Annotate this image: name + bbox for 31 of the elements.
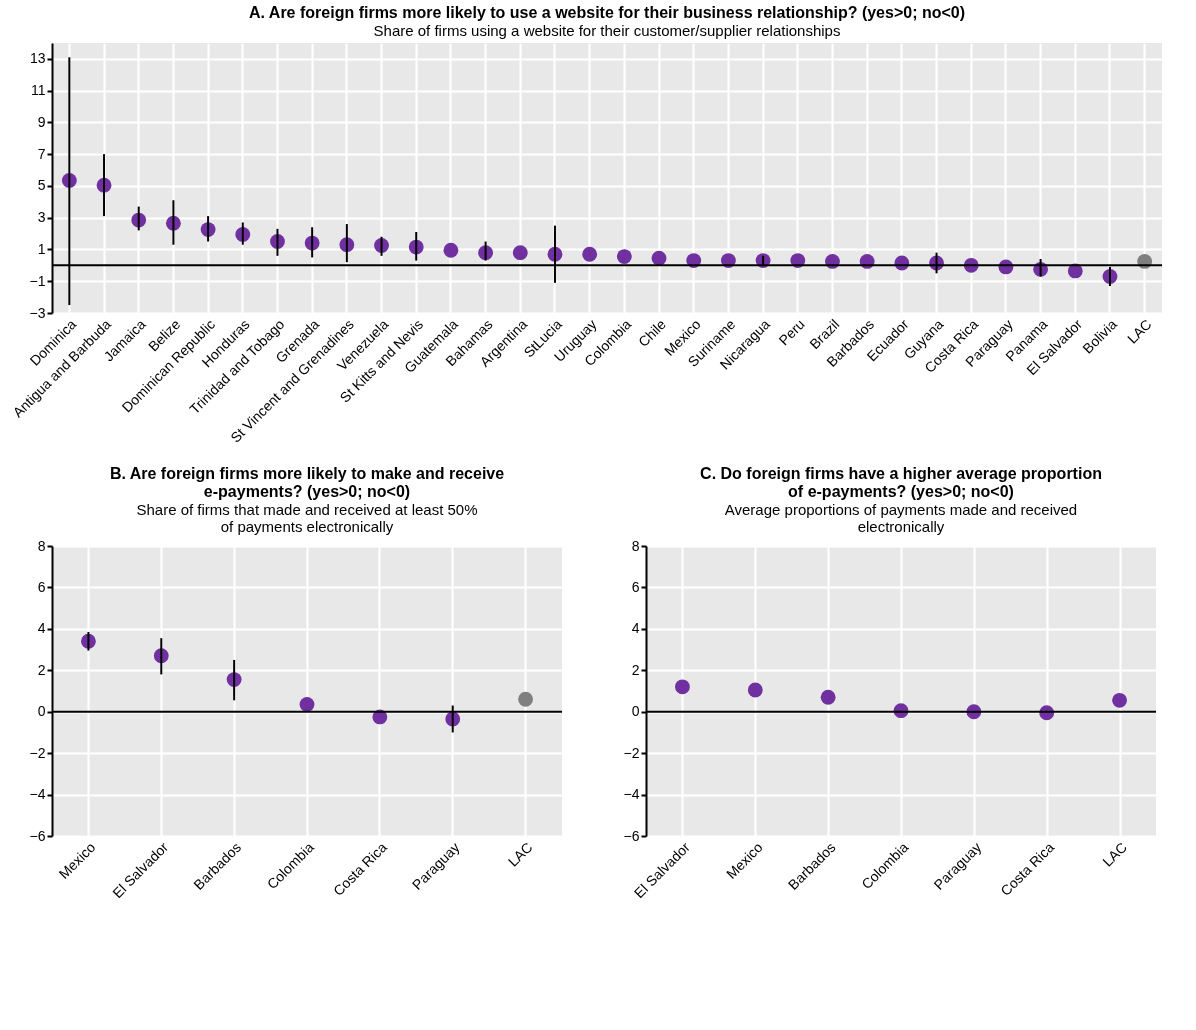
y-tick-label: −6 [29,827,46,844]
y-tick-label: 8 [37,537,46,554]
y-tick-label: −2 [623,744,640,761]
y-tick-label: 3 [37,209,46,226]
chart-title: A. Are foreign firms more likely to use a website for their business relationship? (yes>0; no<0) [248,4,966,21]
y-tick-label: 7 [37,145,46,162]
chart-title: C. Do foreign firms have a higher average proportion of e-payments? (yes>0; no<0) [700,465,1102,500]
y-tick-label: −4 [623,786,640,803]
y-tick-label: −1 [29,272,46,289]
y-tick-label: −3 [29,304,46,321]
y-tick-label: 8 [631,537,640,554]
y-tick-label: −6 [623,827,640,844]
y-tick-label: 6 [37,578,46,595]
chart-subtitle: Share of firms that made and received at least 50% of payments electronically [136,501,478,535]
y-tick-label: 4 [631,620,640,637]
y-tick-label: 2 [631,661,640,678]
chart-title: B. Are foreign firms more likely to make and receive e-payments? (yes>0; no<0) [109,465,505,500]
y-tick-label: −2 [29,744,46,761]
y-tick-label: 1 [37,240,46,257]
y-tick-label: 13 [29,50,46,67]
y-tick-label: 11 [30,82,46,99]
chart-subtitle: Share of firms using a website for their customer/supplier relationships [373,22,841,39]
y-tick-label: −4 [29,786,46,803]
chart-subtitle: Average proportions of payments made and received electronically [724,501,1078,535]
y-tick-label: 0 [37,703,46,720]
y-tick-label: 5 [37,177,46,194]
y-tick-label: 2 [37,661,46,678]
y-tick-label: 4 [37,620,46,637]
y-tick-label: 0 [631,703,640,720]
y-tick-label: 9 [37,113,46,130]
y-tick-label: 6 [631,578,640,595]
